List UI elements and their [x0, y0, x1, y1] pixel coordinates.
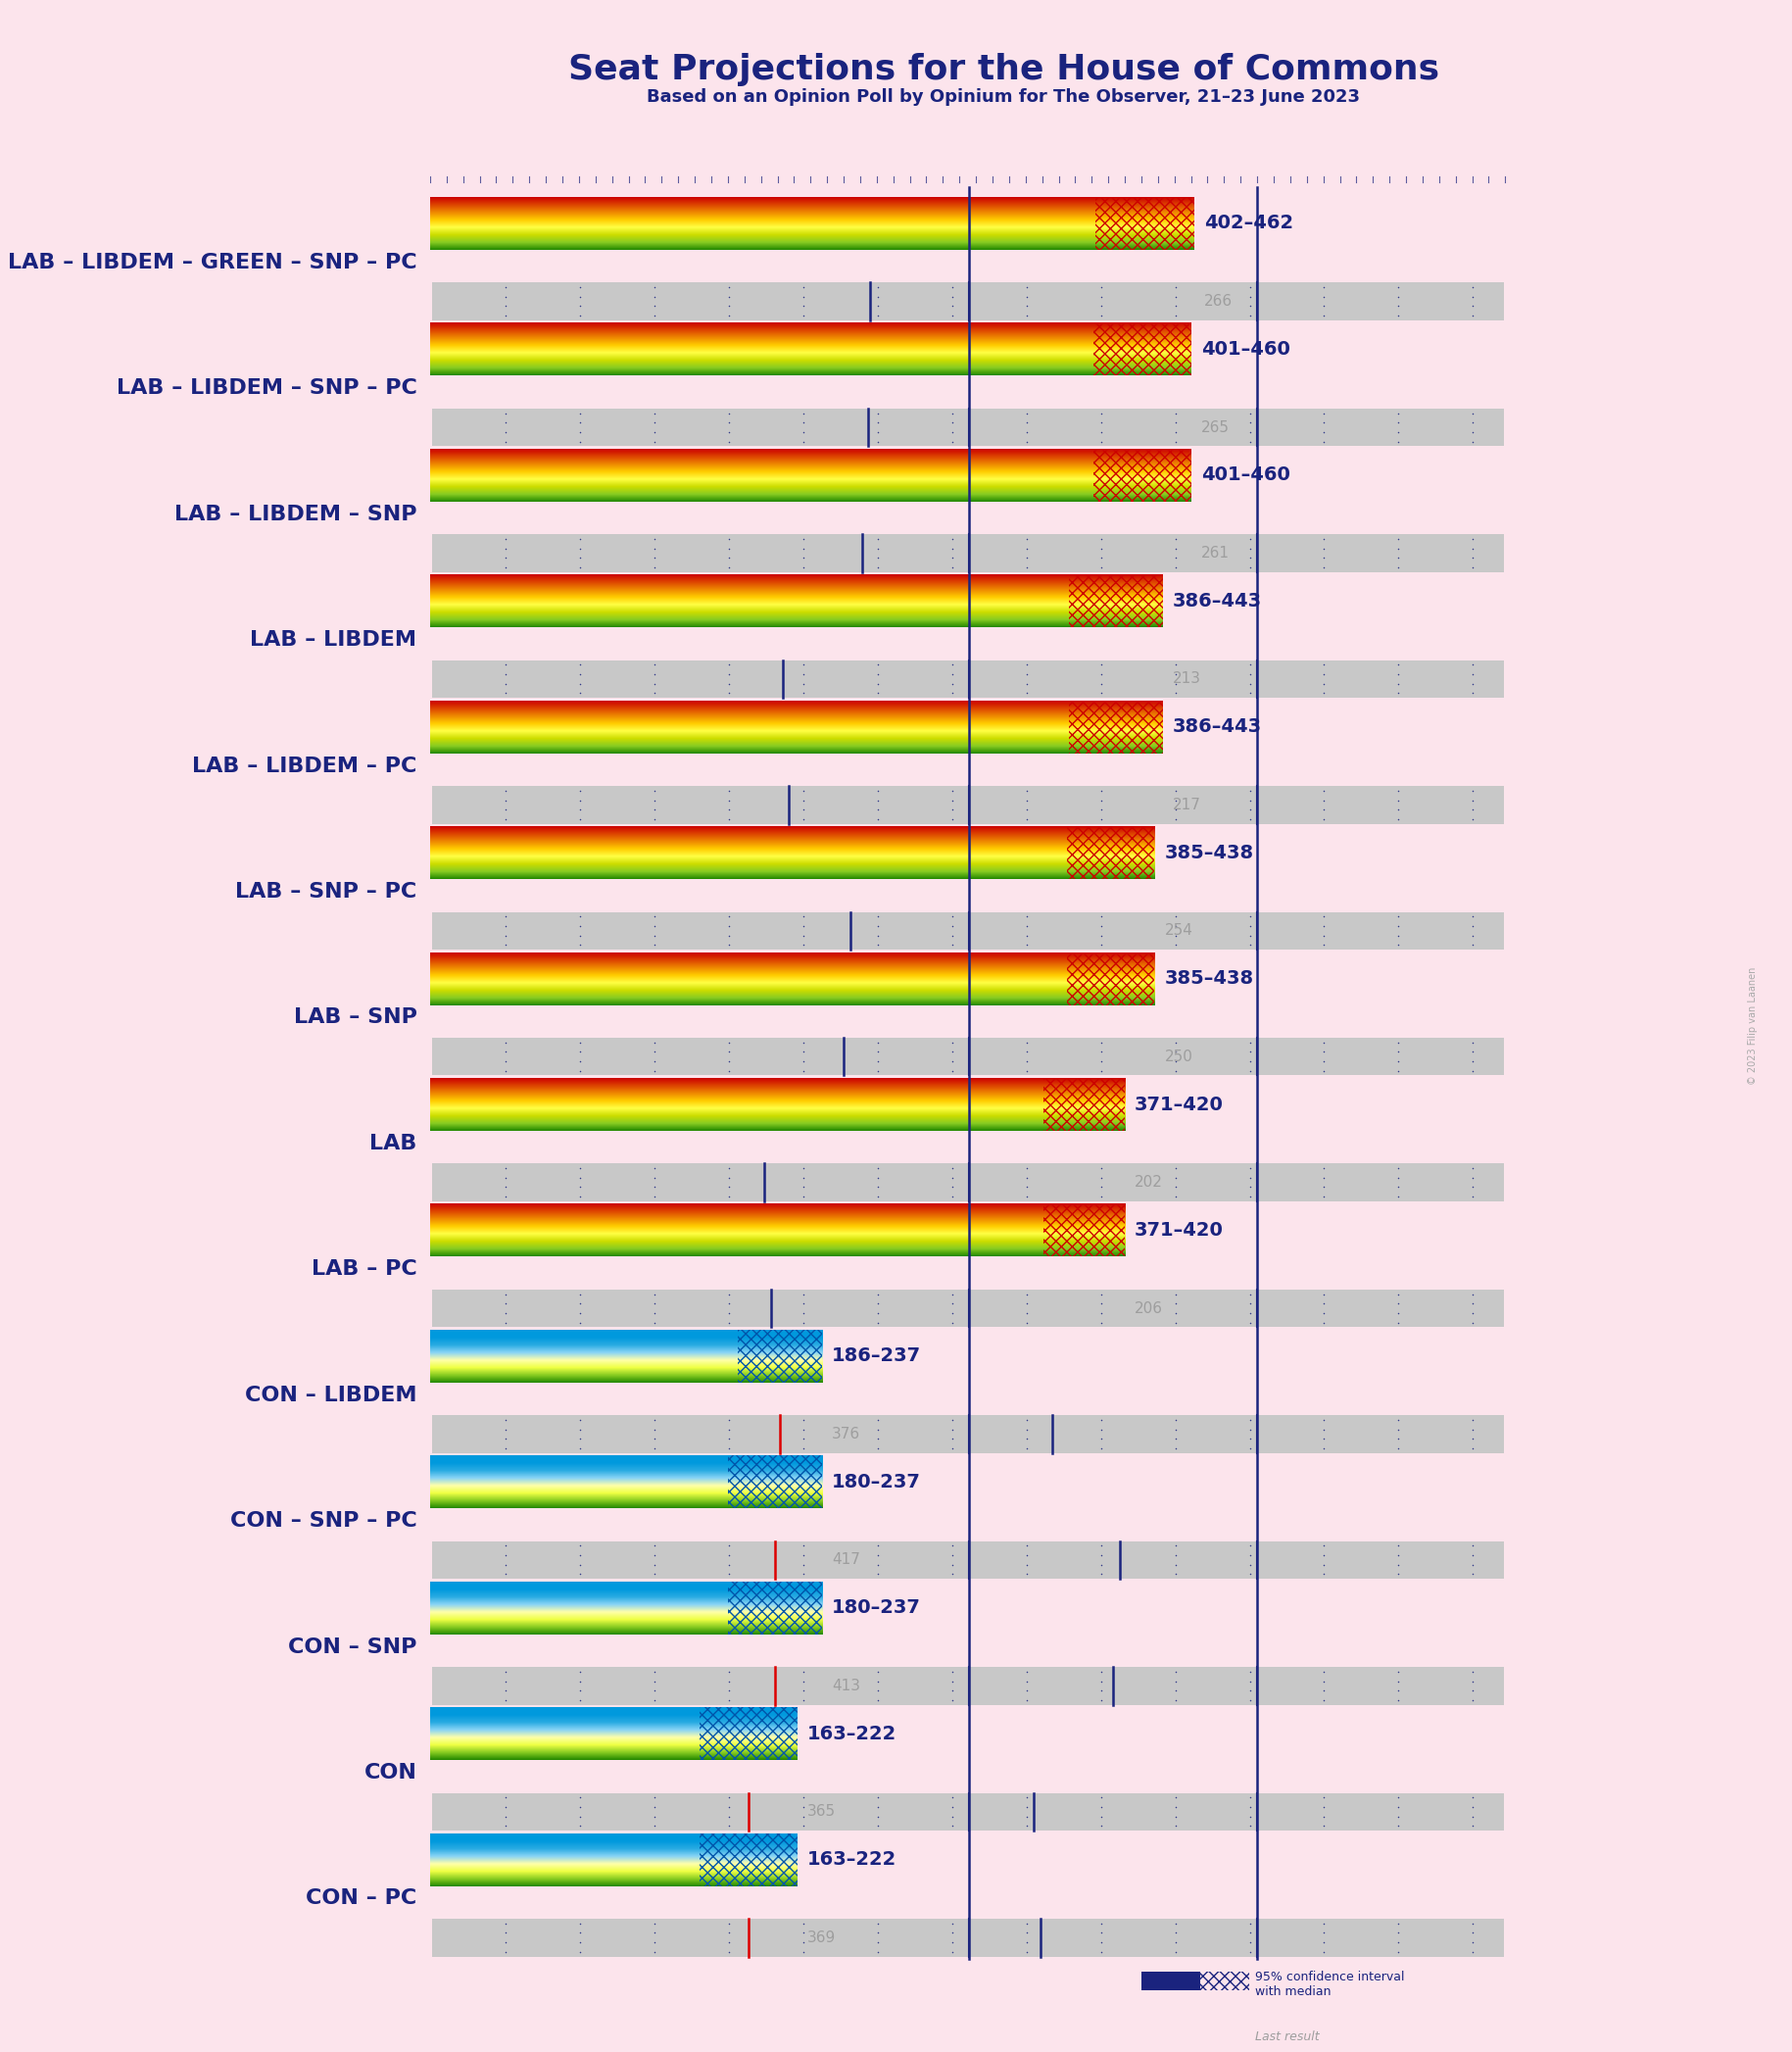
Bar: [1043, 1205, 1125, 1256]
Bar: [432, 911, 1503, 950]
Text: Based on an Opinion Poll by Opinium for The Observer, 21–23 June 2023: Based on an Opinion Poll by Opinium for …: [647, 88, 1360, 107]
Text: CON: CON: [364, 1763, 418, 1783]
Text: 266: 266: [1204, 293, 1233, 308]
Bar: [432, 1793, 1503, 1830]
Text: CON – LIBDEM: CON – LIBDEM: [246, 1385, 418, 1406]
Bar: [432, 1919, 1503, 1956]
Bar: [1201, 1972, 1249, 1997]
Text: © 2023 Filip van Laanen: © 2023 Filip van Laanen: [1747, 966, 1758, 1086]
Text: 365: 365: [806, 1804, 835, 1818]
Bar: [699, 1832, 797, 1886]
Bar: [432, 1666, 1503, 1705]
Text: LAB – LIBDEM – SNP: LAB – LIBDEM – SNP: [174, 505, 418, 523]
Text: 186–237: 186–237: [831, 1346, 921, 1365]
Text: 401–460: 401–460: [1201, 341, 1290, 359]
Bar: [432, 1163, 1503, 1200]
Bar: [728, 1455, 823, 1508]
Text: 180–237: 180–237: [831, 1473, 921, 1492]
Bar: [432, 283, 1503, 320]
Bar: [432, 661, 1503, 698]
Text: CON – SNP – PC: CON – SNP – PC: [229, 1510, 418, 1531]
Bar: [738, 1330, 823, 1383]
Bar: [1142, 2025, 1249, 2050]
Text: LAB – LIBDEM: LAB – LIBDEM: [251, 630, 418, 650]
Bar: [432, 1541, 1503, 1578]
Bar: [1142, 1972, 1201, 1997]
Bar: [1066, 827, 1154, 878]
Text: 371–420: 371–420: [1134, 1096, 1224, 1114]
Text: 217: 217: [1172, 798, 1201, 813]
Bar: [1066, 952, 1154, 1005]
Text: 386–443: 386–443: [1172, 718, 1262, 737]
Text: 180–237: 180–237: [831, 1599, 921, 1617]
Bar: [1068, 700, 1163, 753]
Bar: [728, 1582, 823, 1633]
Text: 401–460: 401–460: [1201, 466, 1290, 484]
Text: Last result: Last result: [1256, 2031, 1319, 2044]
Bar: [1095, 197, 1193, 250]
Text: LAB – LIBDEM – PC: LAB – LIBDEM – PC: [192, 755, 418, 776]
Text: 163–222: 163–222: [806, 1851, 896, 1869]
Bar: [1068, 575, 1163, 628]
Text: CON – SNP: CON – SNP: [289, 1637, 418, 1656]
Text: 206: 206: [1134, 1301, 1163, 1315]
Bar: [1043, 1077, 1125, 1131]
Text: 261: 261: [1201, 546, 1229, 560]
Text: 385–438: 385–438: [1165, 969, 1254, 987]
Text: CON – PC: CON – PC: [306, 1888, 418, 1908]
Bar: [432, 786, 1503, 823]
Text: 371–420: 371–420: [1134, 1221, 1224, 1239]
Bar: [432, 1416, 1503, 1453]
Bar: [432, 1038, 1503, 1075]
Text: 95% confidence interval
with median: 95% confidence interval with median: [1256, 1970, 1405, 1999]
Text: 417: 417: [831, 1553, 860, 1568]
Bar: [1093, 322, 1192, 376]
Text: LAB – LIBDEM – SNP – PC: LAB – LIBDEM – SNP – PC: [116, 378, 418, 398]
Text: Seat Projections for the House of Commons: Seat Projections for the House of Common…: [568, 53, 1439, 86]
Bar: [432, 1289, 1503, 1328]
Text: LAB – SNP: LAB – SNP: [294, 1008, 418, 1028]
Text: 213: 213: [1172, 671, 1201, 685]
Text: LAB – LIBDEM – GREEN – SNP – PC: LAB – LIBDEM – GREEN – SNP – PC: [7, 252, 418, 273]
Text: 254: 254: [1165, 923, 1193, 938]
Text: 202: 202: [1134, 1176, 1163, 1190]
Bar: [699, 1707, 797, 1761]
Text: 376: 376: [831, 1426, 860, 1441]
Text: 250: 250: [1165, 1049, 1193, 1063]
Text: 402–462: 402–462: [1204, 213, 1294, 232]
Text: 386–443: 386–443: [1172, 591, 1262, 609]
Text: LAB – PC: LAB – PC: [312, 1260, 418, 1278]
Bar: [432, 534, 1503, 573]
Text: 385–438: 385–438: [1165, 843, 1254, 862]
Text: 163–222: 163–222: [806, 1724, 896, 1742]
Text: 265: 265: [1201, 421, 1229, 435]
Bar: [432, 408, 1503, 445]
Text: LAB: LAB: [369, 1133, 418, 1153]
Text: 369: 369: [806, 1931, 835, 1945]
Text: 413: 413: [831, 1679, 860, 1693]
Bar: [1093, 449, 1192, 501]
Text: LAB – SNP – PC: LAB – SNP – PC: [235, 882, 418, 901]
